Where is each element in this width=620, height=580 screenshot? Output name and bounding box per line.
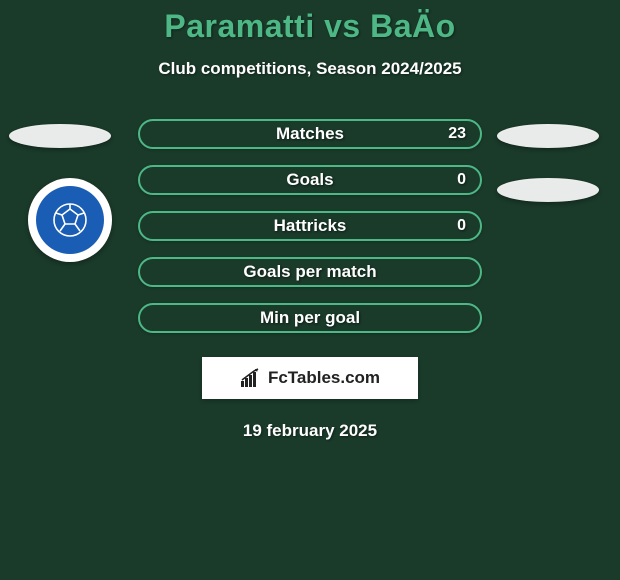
page-subtitle: Club competitions, Season 2024/2025: [0, 59, 620, 79]
stat-label: Hattricks: [274, 216, 347, 236]
player-slot-right-2: [497, 178, 599, 202]
barchart-icon: [240, 368, 264, 388]
comparison-card: Paramatti vs BaÄo Club competitions, Sea…: [0, 0, 620, 441]
player-slot-right-1: [497, 124, 599, 148]
stat-row-hattricks: Hattricks 0: [138, 211, 482, 241]
stat-row-goals: Goals 0: [138, 165, 482, 195]
stat-value: 23: [448, 125, 466, 143]
soccer-ball-icon: [50, 200, 90, 240]
club-badge: [28, 178, 112, 262]
club-badge-inner: [36, 186, 104, 254]
stat-value: 0: [457, 171, 466, 189]
date-label: 19 february 2025: [0, 421, 620, 441]
stat-row-goals-per-match: Goals per match: [138, 257, 482, 287]
brand-text: FcTables.com: [268, 368, 380, 388]
player-slot-left-1: [9, 124, 111, 148]
brand-footer[interactable]: FcTables.com: [202, 357, 418, 399]
stat-label: Matches: [276, 124, 344, 144]
page-title: Paramatti vs BaÄo: [0, 8, 620, 45]
stat-row-min-per-goal: Min per goal: [138, 303, 482, 333]
stat-label: Goals per match: [243, 262, 376, 282]
stat-row-matches: Matches 23: [138, 119, 482, 149]
stat-value: 0: [457, 217, 466, 235]
stat-label: Goals: [286, 170, 333, 190]
brand-logo: FcTables.com: [240, 368, 380, 388]
stat-label: Min per goal: [260, 308, 360, 328]
